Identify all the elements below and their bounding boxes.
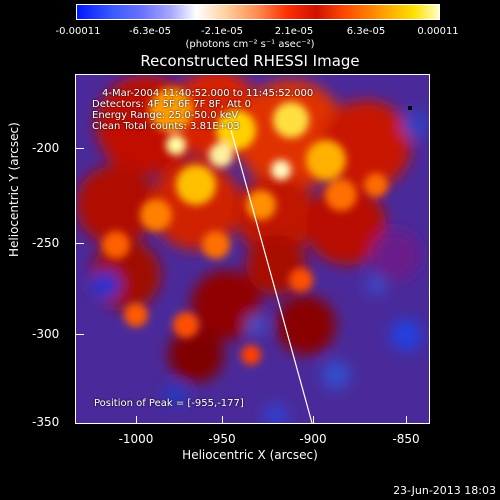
emission-blob	[173, 312, 199, 338]
emission-blob	[241, 345, 261, 365]
x-tick-mark	[222, 416, 223, 424]
emission-blob	[306, 140, 346, 180]
colorbar-tick: 2.1e-05	[274, 26, 314, 37]
emission-blob	[364, 173, 388, 197]
emission-blob	[149, 88, 193, 132]
y-tick-label: -250	[32, 236, 60, 250]
y-tick-mark	[76, 243, 84, 244]
timestamp: 23-Jun-2013 18:03	[393, 484, 496, 497]
colorbar-tick: -6.3e-05	[129, 26, 171, 37]
colorbar-tick: 6.3e-05	[346, 26, 386, 37]
colorbar-tick: 0.00011	[417, 26, 459, 37]
x-tick-label: -850	[392, 432, 420, 446]
limb-line	[230, 129, 313, 423]
emission-blob	[390, 319, 422, 351]
colorbar-tick: -2.1e-05	[201, 26, 243, 37]
emission-blob	[202, 231, 230, 259]
x-tick-mark	[406, 416, 407, 424]
y-axis-label: Heliocentric Y (arcsec)	[7, 122, 21, 257]
x-tick-mark	[313, 416, 314, 424]
emission-blob	[289, 268, 313, 292]
emission-blob	[216, 110, 256, 150]
info-peak: Position of Peak = [-955,-177]	[94, 398, 244, 409]
emission-blob	[176, 165, 216, 205]
emission-blob	[166, 135, 186, 155]
x-axis-label: Heliocentric X (arcsec)	[182, 448, 318, 462]
emission-blob	[273, 102, 309, 138]
emission-blob	[191, 270, 261, 340]
emission-blob	[371, 230, 421, 280]
x-tick-mark	[136, 416, 137, 424]
image-title: Reconstructed RHESSI Image	[140, 52, 360, 70]
emission-blob	[140, 199, 172, 231]
y-tick-label: -300	[32, 327, 60, 341]
info-energy: Energy Range: 25.0-50.0 keV	[92, 110, 239, 121]
y-tick-label: -200	[32, 141, 60, 155]
y-tick-mark	[76, 334, 84, 335]
emission-blob	[366, 275, 386, 295]
colorbar	[76, 4, 440, 20]
reconstructed-image	[76, 75, 429, 423]
info-time: 4-Mar-2004 11:40:52.000 to 11:45:52.000	[102, 88, 314, 99]
colorbar-units: (photons cm⁻² s⁻¹ asec⁻²)	[185, 39, 315, 50]
emission-blob	[306, 185, 386, 265]
emission-blob	[322, 361, 350, 389]
x-tick-label: -900	[299, 432, 327, 446]
emission-blob	[124, 303, 148, 327]
x-tick-label: -950	[208, 432, 236, 446]
peak-marker	[408, 106, 412, 110]
image-plot	[75, 74, 430, 424]
emission-blob	[92, 271, 120, 299]
info-clean: Clean Total counts: 3.81E+03	[92, 121, 240, 132]
emission-blob	[276, 295, 336, 355]
info-detectors: Detectors: 4F 5F 6F 7F 8F, Att 0	[92, 99, 252, 110]
x-tick-label: -1000	[118, 432, 154, 446]
emission-blob	[264, 403, 288, 423]
emission-blob	[76, 165, 156, 245]
emission-blob	[102, 231, 130, 259]
emission-blob	[164, 383, 188, 407]
emission-blob	[209, 143, 233, 167]
emission-blob	[168, 327, 224, 383]
colorbar-tick: -0.00011	[55, 26, 101, 37]
emission-blob	[325, 179, 357, 211]
emission-blob	[246, 315, 266, 335]
emission-blob	[271, 160, 291, 180]
y-tick-mark	[76, 148, 84, 149]
emission-blob	[246, 190, 276, 220]
emission-blob	[402, 111, 429, 139]
y-tick-label: -350	[32, 415, 60, 429]
